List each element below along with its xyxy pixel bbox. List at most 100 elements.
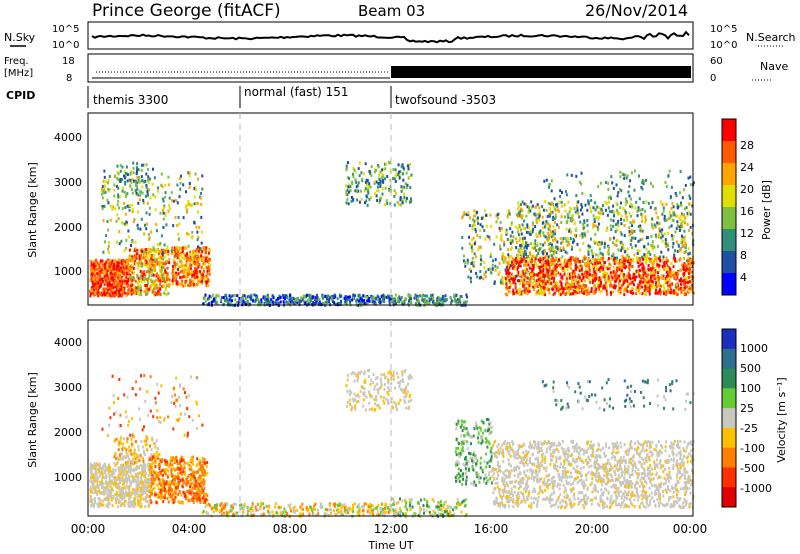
- power-cell: [142, 256, 145, 260]
- power-cell: [189, 262, 192, 266]
- power-cell: [662, 284, 665, 288]
- power-cell: [590, 198, 593, 202]
- power-cell: [381, 175, 384, 179]
- power-cell: [559, 290, 562, 293]
- power-cell: [418, 302, 421, 306]
- power-cell: [549, 249, 552, 253]
- power-cell: [141, 261, 143, 265]
- power-cell: [628, 273, 631, 277]
- power-cell: [156, 262, 159, 266]
- power-cell: [89, 278, 92, 282]
- power-cell: [644, 283, 647, 287]
- power-cell: [538, 247, 541, 251]
- power-cell: [131, 271, 134, 275]
- power-cell: [614, 259, 617, 263]
- power-cell: [571, 280, 573, 284]
- power-cell: [547, 260, 549, 264]
- power-cell: [364, 162, 367, 166]
- power-cell: [565, 193, 568, 197]
- power-cell: [627, 275, 630, 279]
- power-cell: [628, 184, 631, 188]
- power-cell: [560, 241, 563, 245]
- power-cell: [658, 233, 660, 237]
- power-cell: [436, 299, 438, 303]
- power-cell: [286, 300, 289, 304]
- power-cell: [631, 280, 634, 284]
- power-cell: [136, 168, 139, 172]
- power-cell: [288, 298, 291, 302]
- power-cell: [523, 227, 525, 231]
- power-cell: [683, 229, 686, 233]
- power-cell: [626, 260, 629, 264]
- power-cell: [114, 294, 117, 297]
- power-cell: [480, 254, 482, 258]
- power-cell: [444, 294, 447, 298]
- power-cell: [181, 248, 184, 252]
- power-cell: [597, 268, 600, 272]
- power-cell: [644, 220, 647, 224]
- power-cell: [393, 189, 396, 193]
- power-cell: [483, 209, 486, 213]
- power-cell: [566, 272, 569, 276]
- power-cell: [455, 293, 458, 297]
- power-cell: [559, 237, 562, 241]
- power-cell: [378, 200, 381, 204]
- power-cell: [603, 274, 606, 278]
- power-cell: [588, 278, 591, 282]
- power-cell: [345, 184, 348, 188]
- power-cell: [357, 167, 360, 171]
- power-cell: [129, 256, 132, 260]
- power-cell: [575, 260, 578, 264]
- power-cell: [185, 246, 188, 250]
- power-cell: [561, 255, 564, 259]
- power-cell: [655, 281, 657, 285]
- power-cell: [626, 278, 629, 281]
- power-cell: [544, 293, 546, 297]
- power-cell: [159, 250, 162, 254]
- power-cell: [354, 189, 357, 193]
- power-cell: [691, 283, 694, 287]
- power-cell: [668, 169, 671, 173]
- power-cell: [624, 259, 627, 262]
- power-cell: [188, 174, 191, 178]
- power-cell: [473, 252, 476, 256]
- power-cell: [444, 298, 447, 302]
- power-cell: [641, 219, 643, 223]
- power-cell: [684, 246, 687, 250]
- power-cell: [572, 269, 575, 273]
- power-cell: [509, 241, 512, 245]
- power-cell: [129, 267, 132, 271]
- power-cell: [160, 248, 163, 252]
- power-cell: [521, 200, 524, 204]
- power-cell: [393, 177, 396, 181]
- power-cell: [468, 267, 471, 271]
- power-cell: [119, 179, 122, 183]
- power-cell: [477, 221, 480, 225]
- power-cell: [512, 280, 515, 283]
- power-cell: [520, 207, 523, 211]
- power-cell: [566, 173, 569, 177]
- power-cell: [559, 195, 562, 198]
- power-cell: [682, 267, 685, 271]
- power-cell: [644, 209, 646, 213]
- power-cell: [409, 186, 412, 189]
- power-cell: [208, 296, 211, 300]
- power-cell: [651, 224, 654, 228]
- power-cell: [551, 217, 554, 221]
- power-cell: [136, 162, 139, 166]
- power-cell: [624, 256, 627, 260]
- power-cell: [184, 275, 187, 279]
- power-cell: [203, 246, 206, 249]
- power-cell: [162, 262, 165, 266]
- power-cell: [200, 202, 203, 206]
- power-cell: [595, 253, 598, 257]
- power-cell: [358, 294, 361, 298]
- power-cell: [664, 277, 667, 281]
- power-cell: [468, 224, 471, 228]
- power-cell: [498, 226, 501, 230]
- power-cell: [587, 244, 590, 248]
- power-cell: [596, 205, 599, 209]
- power-cell: [496, 213, 499, 216]
- power-cell: [595, 215, 598, 219]
- power-cell: [674, 249, 677, 253]
